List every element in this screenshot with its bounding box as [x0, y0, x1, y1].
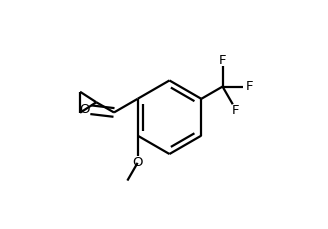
Text: F: F [219, 54, 226, 67]
Text: O: O [80, 103, 90, 116]
Text: F: F [246, 80, 254, 93]
Text: F: F [232, 104, 239, 117]
Text: O: O [132, 156, 143, 169]
